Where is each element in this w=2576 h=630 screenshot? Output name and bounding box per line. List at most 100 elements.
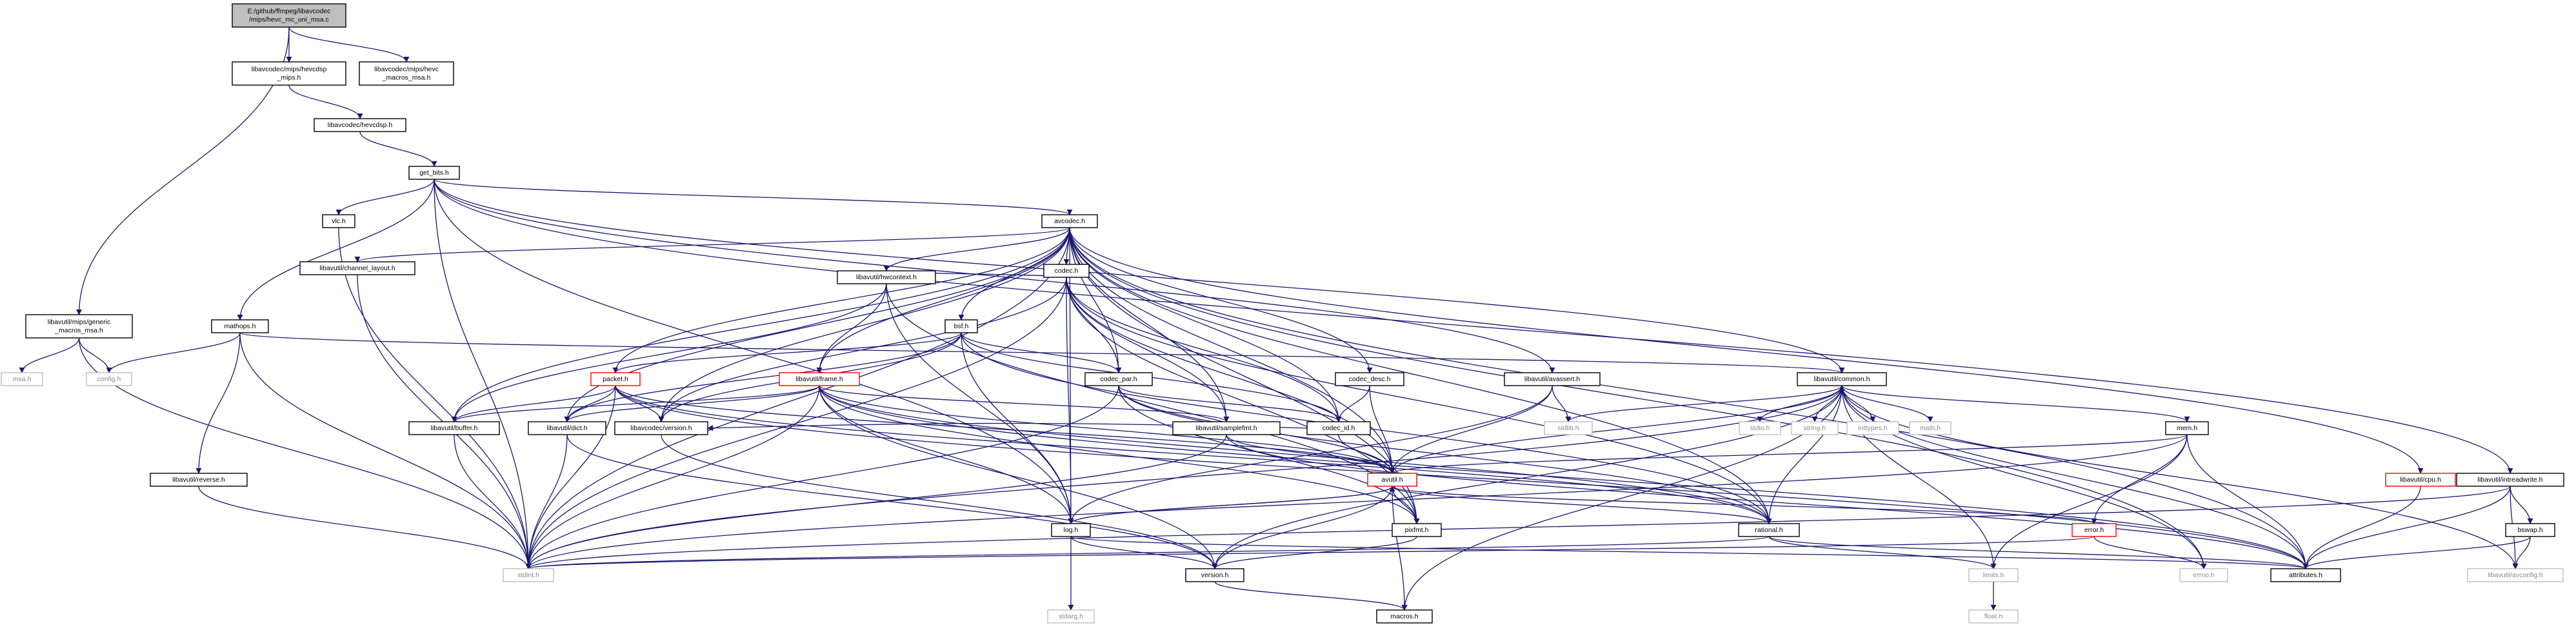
node-box-rational[interactable] [1738,523,1800,537]
node-box-mathops[interactable] [211,319,269,333]
node-box-reverse[interactable] [150,473,248,487]
node-channel_layout[interactable]: libavutil/channel_layout.h [299,261,415,275]
node-box-stdlib[interactable] [1544,421,1593,435]
node-stdint[interactable]: stdint.h [503,568,554,582]
node-pixfmt[interactable]: pixfmt.h [1392,523,1442,537]
node-common[interactable]: libavutil/common.h [1797,372,1887,386]
node-version[interactable]: version.h [1185,568,1244,582]
node-hevcdsp_mips[interactable]: libavcodec/mips/hevcdsp_mips.h [232,61,346,86]
node-reverse[interactable]: libavutil/reverse.h [150,473,248,487]
node-avassert[interactable]: libavutil/avassert.h [1504,372,1601,386]
node-bswap[interactable]: bswap.h [2505,523,2555,537]
node-box-codec_par[interactable] [1084,372,1153,386]
node-box-frame[interactable] [779,372,860,386]
node-box-limits[interactable] [1968,568,2019,582]
node-config[interactable]: config.h [86,372,132,386]
node-box-attributes[interactable] [2270,568,2341,582]
node-box-stdint[interactable] [503,568,554,582]
node-root[interactable]: E:/github/ffmpeg/libavcodec/mips/hevc_mc… [232,3,346,28]
node-box-float[interactable] [1968,609,2019,624]
node-mem[interactable]: mem.h [2165,421,2209,435]
node-msa[interactable]: msa.h [1,372,43,386]
node-box-version[interactable] [1185,568,1244,582]
node-box-get_bits[interactable] [408,166,460,180]
node-macros[interactable]: macros.h [1376,609,1433,624]
node-errno[interactable]: errno.h [2179,568,2228,582]
node-buffer[interactable]: libavutil/buffer.h [408,421,500,435]
node-hevcdsp[interactable]: libavcodec/hevcdsp.h [314,118,406,132]
node-intreadwrite[interactable]: libavutil/intreadwrite.h [2456,473,2564,487]
node-box-string[interactable] [1791,421,1839,435]
node-box-hwcontext[interactable] [837,270,936,284]
node-box-inttypes[interactable] [1846,421,1899,435]
node-packet[interactable]: packet.h [590,372,641,386]
node-string[interactable]: string.h [1791,421,1839,435]
node-box-generic_macros[interactable] [25,314,133,339]
node-box-macros[interactable] [1376,609,1433,624]
node-box-channel_layout[interactable] [299,261,415,275]
node-box-config[interactable] [86,372,132,386]
node-box-dict[interactable] [528,421,606,435]
node-box-common[interactable] [1797,372,1887,386]
node-hwcontext[interactable]: libavutil/hwcontext.h [837,270,936,284]
node-box-bswap[interactable] [2505,523,2555,537]
node-codec_desc[interactable]: codec_desc.h [1335,372,1404,386]
node-box-errno[interactable] [2179,568,2228,582]
node-box-hevcdsp_mips[interactable] [232,61,346,86]
node-box-mem[interactable] [2165,421,2209,435]
node-float[interactable]: float.h [1968,609,2019,624]
node-box-msa[interactable] [1,372,43,386]
node-box-hevcdsp[interactable] [314,118,406,132]
node-dict[interactable]: libavutil/dict.h [528,421,606,435]
node-box-codec_desc[interactable] [1335,372,1404,386]
node-vlc[interactable]: vlc.h [322,214,355,228]
node-math[interactable]: math.h [1909,421,1952,435]
node-box-root[interactable] [232,3,346,28]
node-version_codec[interactable]: libavcodec/version.h [614,421,708,435]
node-box-avconfig[interactable] [2467,568,2564,582]
node-avcodec[interactable]: avcodec.h [1041,214,1098,228]
node-bsf[interactable]: bsf.h [944,319,978,333]
node-error[interactable]: error.h [2072,523,2117,537]
node-box-avassert[interactable] [1504,372,1601,386]
node-box-log[interactable] [1051,523,1091,537]
node-box-stdarg[interactable] [1047,609,1095,624]
node-rational[interactable]: rational.h [1738,523,1800,537]
node-box-buffer[interactable] [408,421,500,435]
node-limits[interactable]: limits.h [1968,568,2019,582]
node-avconfig[interactable]: libavutil/avconfig.h [2467,568,2564,582]
node-stdlib[interactable]: stdlib.h [1544,421,1593,435]
node-box-packet[interactable] [590,372,641,386]
node-box-math[interactable] [1909,421,1952,435]
node-box-vlc[interactable] [322,214,355,228]
node-codec_par[interactable]: codec_par.h [1084,372,1153,386]
node-codec[interactable]: codec.h [1043,264,1090,278]
node-box-avcodec[interactable] [1041,214,1098,228]
node-box-avutil[interactable] [1367,473,1417,487]
node-box-intreadwrite[interactable] [2456,473,2564,487]
node-stdio[interactable]: stdio.h [1739,421,1781,435]
node-box-error[interactable] [2072,523,2117,537]
node-samplefmt[interactable]: libavutil/samplefmt.h [1172,421,1281,435]
node-hevc_macros[interactable]: libavcodec/mips/hevc_macros_msa.h [359,61,454,86]
node-box-samplefmt[interactable] [1172,421,1281,435]
node-codec_id[interactable]: codec_id.h [1306,421,1371,435]
node-box-hevc_macros[interactable] [359,61,454,86]
node-generic_macros[interactable]: libavutil/mips/generic_macros_msa.h [25,314,133,339]
node-frame[interactable]: libavutil/frame.h [779,372,860,386]
node-cpu[interactable]: libavutil/cpu.h [2385,473,2456,487]
node-avutil[interactable]: avutil.h [1367,473,1417,487]
node-get_bits[interactable]: get_bits.h [408,166,460,180]
node-inttypes[interactable]: inttypes.h [1846,421,1899,435]
node-box-stdio[interactable] [1739,421,1781,435]
node-attributes[interactable]: attributes.h [2270,568,2341,582]
node-stdarg[interactable]: stdarg.h [1047,609,1095,624]
node-box-codec[interactable] [1043,264,1090,278]
node-box-version_codec[interactable] [614,421,708,435]
node-log[interactable]: log.h [1051,523,1091,537]
node-box-cpu[interactable] [2385,473,2456,487]
node-box-codec_id[interactable] [1306,421,1371,435]
node-box-pixfmt[interactable] [1392,523,1442,537]
node-mathops[interactable]: mathops.h [211,319,269,333]
node-box-bsf[interactable] [944,319,978,333]
